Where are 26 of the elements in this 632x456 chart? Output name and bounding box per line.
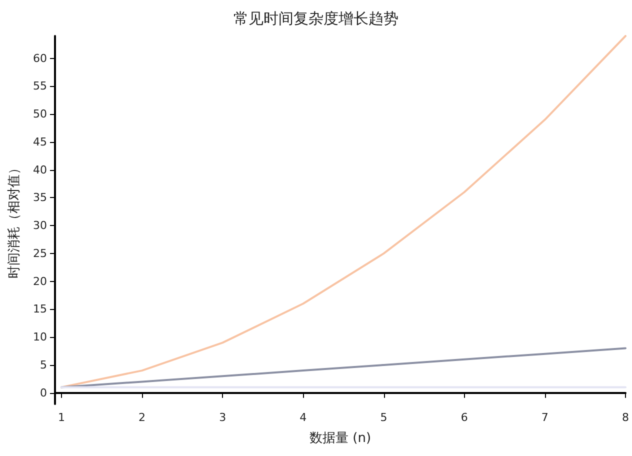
y-axis-title: 时间消耗（相对值） [7, 162, 22, 278]
x-tick-label: 5 [380, 411, 388, 424]
y-tick-label: 20 [33, 274, 47, 288]
y-tick-label: 45 [33, 135, 47, 148]
y-tick-label: 60 [33, 52, 47, 65]
x-tick-label: 6 [460, 411, 468, 424]
x-tick-label: 7 [541, 411, 548, 424]
x-tick-label: 1 [58, 411, 65, 424]
x-tick-label: 3 [219, 411, 226, 424]
line-series [60, 35, 626, 388]
x-tick-label: 8 [622, 411, 629, 424]
y-tick-label: 10 [33, 330, 47, 344]
x-tick-label: 4 [300, 411, 307, 424]
x-axis-title: 数据量 (n) [309, 431, 372, 446]
y-tick-label: 0 [40, 386, 47, 400]
y-tick-label: 35 [33, 191, 47, 204]
y-tick-label: 50 [33, 108, 47, 121]
y-tick-label: 5 [40, 358, 47, 372]
y-tick-label: 25 [33, 246, 47, 260]
x-tick-label: 2 [138, 411, 146, 424]
y-tick-label: 40 [33, 163, 47, 176]
chart-title: 常见时间复杂度增长趋势 [234, 10, 398, 28]
line-series [60, 347, 626, 388]
y-tick-label: 30 [33, 219, 47, 232]
y-tick-label: 15 [33, 302, 47, 316]
y-tick-label: 55 [33, 80, 47, 93]
